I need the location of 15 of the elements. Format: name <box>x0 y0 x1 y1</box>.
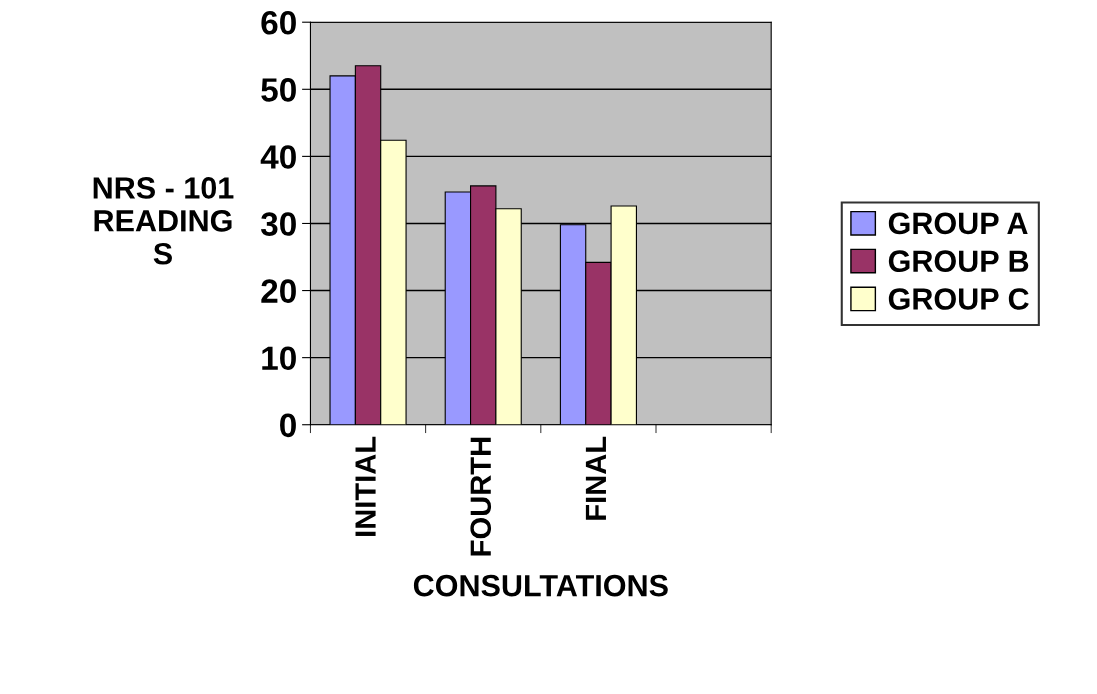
legend-label: GROUP B <box>888 250 1029 272</box>
y-tick-label: 40 <box>260 145 296 169</box>
y-tick-label: 0 <box>280 413 296 438</box>
y-tick-label: 20 <box>261 279 296 303</box>
y-axis-title: NRS - 101 READING S <box>93 177 234 265</box>
x-tick-label: INITIAL <box>355 436 376 536</box>
y-tick-label: 50 <box>261 78 296 102</box>
y-tick-label: 30 <box>260 212 296 236</box>
y-tick-label: 60 <box>261 11 296 35</box>
x-tick-label: FINAL <box>585 436 606 520</box>
x-axis-title: CONSULTATIONS <box>413 574 668 597</box>
legend-label: GROUP C <box>888 288 1029 310</box>
y-tick-label: 10 <box>262 346 296 371</box>
x-tick-label: FOURTH <box>470 437 492 556</box>
legend-label: GROUP A <box>888 212 1028 235</box>
